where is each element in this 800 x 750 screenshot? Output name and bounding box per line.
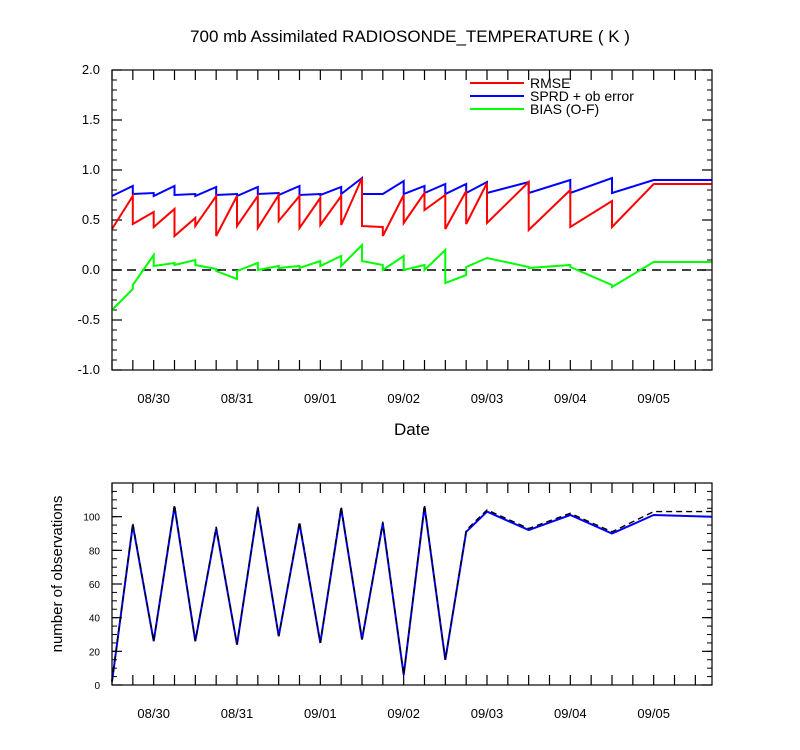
y-tick-label: 100 (83, 513, 100, 524)
y-tick-label: 1.5 (82, 112, 100, 127)
y-tick-label: 0 (94, 681, 100, 692)
bottom-axes: 0 20 40 60 80 100 08/30 08/31 09/01 09/02 09/03 09/… (83, 482, 712, 721)
bottom-series-group (111, 504, 713, 682)
x-tick-label: 09/02 (387, 391, 420, 406)
x-tick-label: 09/02 (387, 706, 420, 721)
legend-label: SPRD + ob error (530, 88, 634, 104)
y-tick-label: 20 (89, 647, 101, 658)
series-line-rmse (111, 177, 712, 239)
bottom-chart: 0 20 40 60 80 100 08/30 08/31 09/01 09/02 09/03 09/… (49, 482, 713, 721)
y-tick-label: 40 (89, 614, 101, 625)
series-line-sprd-ob-error (111, 175, 712, 198)
x-tick-label: 08/30 (137, 706, 170, 721)
series-line-used (111, 506, 713, 682)
legend-label: BIAS (O-F) (530, 101, 599, 117)
top-chart: 700 mb Assimilated RADIOSONDE_TEMPERATUR… (78, 27, 713, 439)
y-axis-label: number of observations (49, 496, 66, 653)
y-tick-label: 2.0 (82, 62, 100, 77)
legend-label: RMSE (530, 75, 570, 91)
x-tick-label: 09/03 (471, 706, 504, 721)
y-tick-label: 80 (89, 546, 101, 557)
series-line-bias-o-f (111, 242, 712, 311)
y-tick-label: 60 (89, 580, 101, 591)
x-tick-label: 09/04 (554, 391, 587, 406)
x-tick-label: 09/05 (637, 706, 670, 721)
x-axis-label: Date (394, 420, 430, 439)
series-line-possible (111, 504, 712, 682)
x-tick-label: 08/31 (221, 391, 254, 406)
top-axes: -1.0 -0.5 0.0 0.5 1.0 1.5 2.0 08/30 08/31 09/01 09… (78, 62, 712, 406)
x-tick-label: 08/31 (221, 706, 254, 721)
y-tick-label: -1.0 (78, 362, 100, 377)
top-plot-frame (111, 69, 713, 371)
y-tick-label: 0.5 (82, 212, 100, 227)
x-tick-label: 09/01 (304, 391, 337, 406)
top-series-group (111, 175, 712, 311)
y-tick-label: -0.5 (78, 312, 100, 327)
chart-title: 700 mb Assimilated RADIOSONDE_TEMPERATUR… (190, 27, 630, 46)
x-tick-label: 09/01 (304, 706, 337, 721)
bottom-plot-frame (111, 482, 713, 686)
x-tick-label: 09/04 (554, 706, 587, 721)
y-tick-label: 0.0 (82, 262, 100, 277)
y-tick-label: 1.0 (82, 162, 100, 177)
x-tick-label: 09/03 (471, 391, 504, 406)
x-tick-label: 08/30 (137, 391, 170, 406)
x-tick-label: 09/05 (637, 391, 670, 406)
